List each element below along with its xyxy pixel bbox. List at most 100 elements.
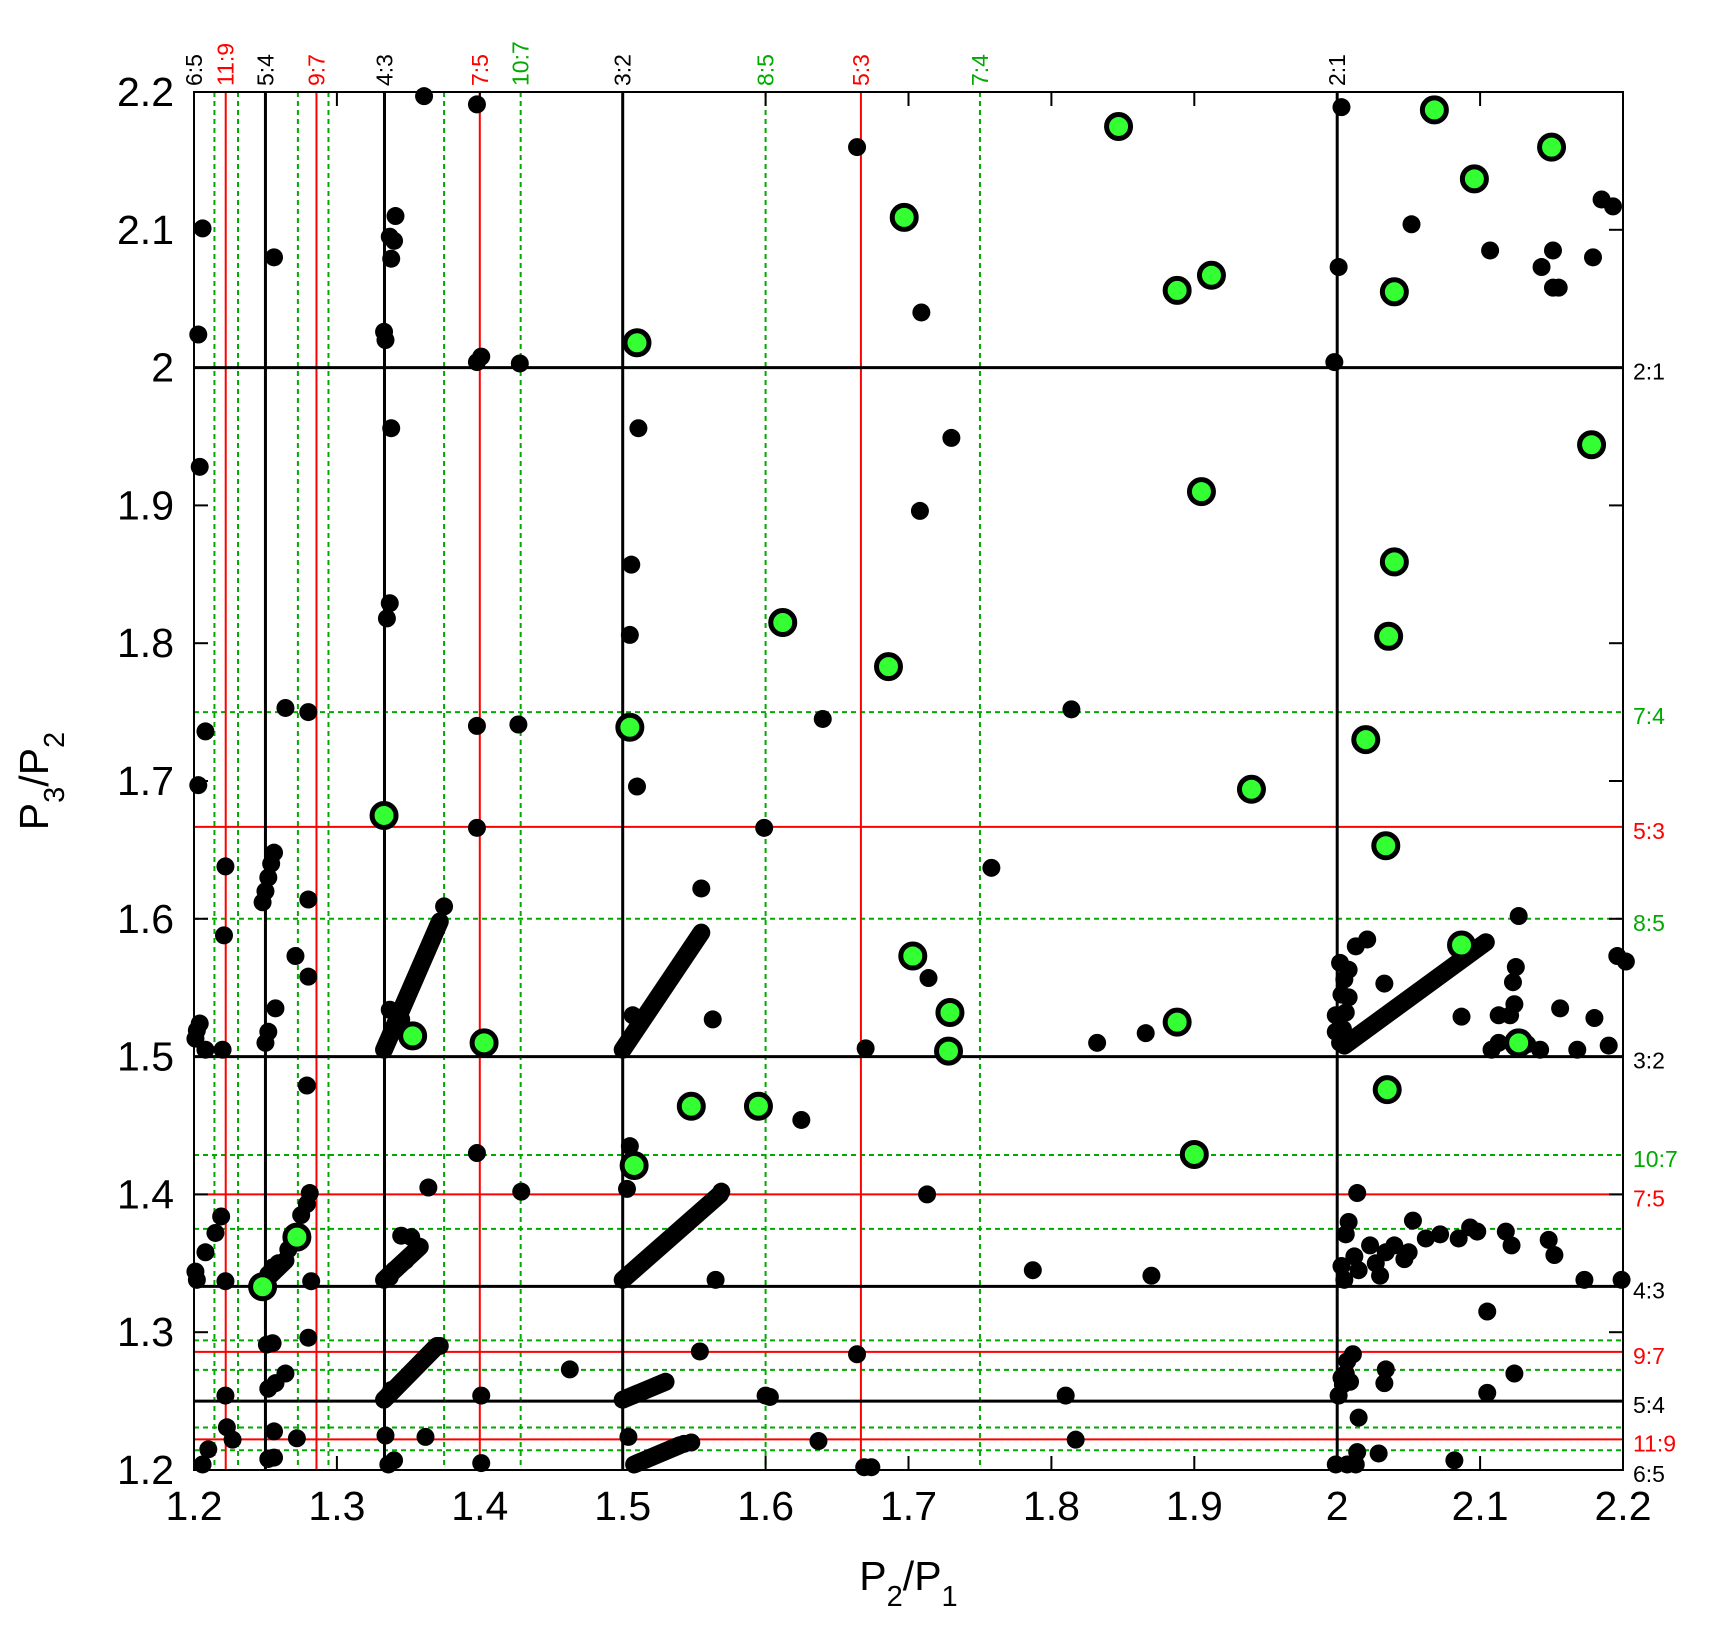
- data-point: [1403, 1211, 1422, 1230]
- data-point: [1325, 353, 1344, 372]
- data-point: [266, 999, 285, 1018]
- x-tick-label: 1.8: [1023, 1483, 1080, 1529]
- highlight-point: [889, 202, 919, 232]
- data-point: [265, 248, 284, 267]
- data-point: [1385, 1236, 1404, 1255]
- data-point: [376, 331, 395, 350]
- data-point: [1489, 1006, 1508, 1025]
- data-point: [262, 854, 281, 873]
- data-point: [1549, 278, 1568, 297]
- data-point: [848, 1345, 867, 1364]
- resonance-label-top: 11:9: [213, 43, 239, 86]
- data-point: [1371, 1266, 1390, 1285]
- data-point: [1062, 700, 1081, 719]
- data-point: [435, 897, 454, 916]
- data-point: [256, 1033, 275, 1052]
- data-point: [755, 818, 774, 837]
- highlight-point: [676, 1091, 706, 1121]
- data-point: [627, 777, 646, 796]
- data-point: [467, 716, 486, 735]
- data-point: [1376, 1360, 1395, 1379]
- resonance-label-top: 10:7: [508, 41, 534, 86]
- data-point: [216, 1272, 235, 1291]
- x-tick-label: 1.6: [737, 1483, 794, 1529]
- data-point: [675, 1434, 694, 1453]
- highlight-point: [1179, 1139, 1209, 1169]
- data-point: [259, 1379, 278, 1398]
- y-tick-label: 1.2: [117, 1447, 174, 1493]
- data-point: [1339, 960, 1358, 979]
- data-point: [392, 1226, 411, 1245]
- data-point: [1452, 1007, 1471, 1026]
- data-point: [1088, 1033, 1107, 1052]
- y-tick-label: 2: [151, 345, 174, 391]
- highlight-point: [1236, 774, 1266, 804]
- data-point: [1543, 241, 1562, 260]
- data-point: [1326, 1022, 1345, 1041]
- data-point: [1349, 1408, 1368, 1427]
- y-tick-label: 1.6: [117, 896, 174, 942]
- data-point: [1431, 1225, 1450, 1244]
- data-point: [193, 219, 212, 238]
- data-point: [982, 858, 1001, 877]
- data-point: [1326, 1006, 1345, 1025]
- y-tick-label: 1.5: [117, 1034, 174, 1080]
- resonance-label-right: 7:5: [1633, 1185, 1665, 1211]
- data-point: [620, 1137, 639, 1156]
- highlight-point: [1504, 1028, 1534, 1058]
- data-point: [299, 703, 318, 722]
- y-tick-label: 2.1: [117, 207, 174, 253]
- x-tick-label: 1.4: [451, 1483, 508, 1529]
- data-point: [912, 303, 931, 322]
- data-point: [382, 249, 401, 268]
- data-point: [376, 1426, 395, 1445]
- data-point: [509, 715, 528, 734]
- data-point: [629, 419, 648, 438]
- data-point: [617, 1179, 636, 1198]
- data-point: [419, 1178, 438, 1197]
- data-point: [1023, 1261, 1042, 1280]
- highlight-point: [1162, 1007, 1192, 1037]
- data-point: [196, 1243, 215, 1262]
- highlight-point: [1196, 260, 1226, 290]
- y-tick-label: 1.3: [117, 1309, 174, 1355]
- data-point: [703, 1010, 722, 1029]
- data-point: [1599, 1036, 1618, 1055]
- data-point: [1329, 258, 1348, 277]
- y-tick-label: 1.4: [117, 1171, 174, 1217]
- resonance-label-top: 9:7: [303, 54, 329, 86]
- data-streak: [613, 1372, 675, 1409]
- data-point: [299, 890, 318, 909]
- highlight-points: [248, 95, 1607, 1302]
- data-point: [259, 868, 278, 887]
- highlight-point: [898, 941, 928, 971]
- highlight-point: [1374, 621, 1404, 651]
- highlight-point: [873, 652, 903, 682]
- data-point: [1568, 1040, 1587, 1059]
- data-point: [1575, 1270, 1594, 1289]
- data-point: [467, 353, 486, 372]
- x-tick-label: 1.3: [308, 1483, 365, 1529]
- resonance-label-right: 11:9: [1633, 1430, 1676, 1456]
- data-point: [1339, 988, 1358, 1007]
- data-point: [1349, 1261, 1368, 1280]
- x-axis-title-mid: /P: [903, 1553, 942, 1599]
- data-point: [189, 325, 208, 344]
- data-point: [263, 1334, 282, 1353]
- data-point: [1616, 952, 1635, 971]
- highlight-point: [622, 328, 652, 358]
- data-point: [187, 1270, 206, 1289]
- data-point: [1449, 1229, 1468, 1248]
- resonance-lines: [194, 92, 1623, 1470]
- data-point: [855, 1458, 874, 1477]
- data-point: [1136, 1024, 1155, 1043]
- data-point: [213, 1040, 232, 1059]
- data-point: [1496, 1222, 1515, 1241]
- x-tick-label: 1.2: [166, 1483, 223, 1529]
- resonance-labels: 6:56:511:911:95:45:49:79:74:34:37:57:510…: [181, 41, 1678, 1487]
- data-point: [1332, 98, 1351, 117]
- data-point: [190, 457, 209, 476]
- data-point: [1502, 1236, 1521, 1255]
- data-point: [1369, 1444, 1388, 1463]
